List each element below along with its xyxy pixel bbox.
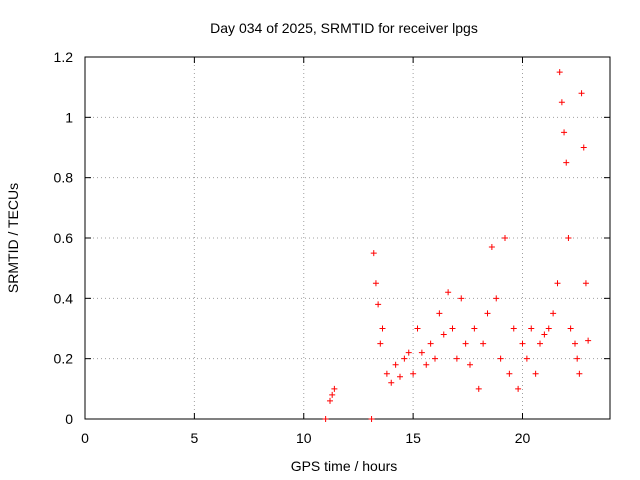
data-point: [519, 340, 526, 347]
data-point: [379, 325, 386, 332]
chart-title: Day 034 of 2025, SRMTID for receiver lpg…: [210, 20, 478, 36]
axis-ticks: 0 5 10 15 20 0 0.2 0.4 0.6 0.8 1 1.2: [54, 49, 610, 446]
data-point: [453, 355, 460, 362]
data-point: [580, 144, 587, 151]
data-point: [576, 370, 583, 377]
data-point: [582, 280, 589, 287]
data-point: [401, 355, 408, 362]
data-point: [510, 325, 517, 332]
data-point: [578, 90, 585, 97]
grid: [85, 57, 610, 419]
data-point: [462, 340, 469, 347]
data-point: [423, 361, 430, 368]
data-point: [322, 416, 329, 422]
data-point: [574, 355, 581, 362]
data-point: [329, 391, 336, 398]
x-tick-label: 15: [405, 430, 421, 446]
data-point: [585, 337, 592, 344]
data-point: [545, 325, 552, 332]
data-point: [375, 301, 382, 308]
data-point: [558, 99, 565, 106]
data-point: [497, 355, 504, 362]
data-point: [449, 325, 456, 332]
data-point: [567, 325, 574, 332]
x-tick-label: 10: [296, 430, 312, 446]
y-tick-label: 0.4: [54, 290, 74, 306]
data-point: [528, 325, 535, 332]
data-point: [377, 340, 384, 347]
data-point: [541, 331, 548, 338]
data-point: [563, 159, 570, 166]
data-point: [440, 331, 447, 338]
data-point: [554, 280, 561, 287]
data-point: [458, 295, 465, 302]
data-point: [502, 235, 508, 241]
data-point: [383, 370, 390, 377]
data-point: [445, 289, 452, 296]
data-point: [537, 340, 543, 347]
y-tick-label: 0.2: [54, 351, 74, 367]
data-point: [432, 355, 438, 362]
data-point: [475, 385, 482, 392]
data-point: [488, 244, 495, 251]
x-tick-label: 5: [190, 430, 198, 446]
data-point: [467, 361, 473, 368]
y-tick-label: 0.8: [54, 170, 74, 186]
data-point: [331, 385, 338, 392]
data-point: [372, 280, 379, 287]
data-point: [418, 349, 425, 356]
data-point: [427, 340, 434, 347]
data-point: [327, 397, 333, 404]
data-point: [572, 340, 578, 347]
data-point: [550, 310, 557, 317]
data-point: [565, 235, 572, 241]
y-tick-label: 1.2: [54, 49, 74, 65]
x-tick-label: 0: [81, 430, 89, 446]
data-point: [532, 370, 539, 377]
data-point: [515, 385, 522, 392]
y-tick-label: 1: [65, 109, 73, 125]
y-axis-label: SRMTID / TECUs: [5, 183, 21, 293]
data-point: [436, 310, 443, 317]
plot-frame: [84, 56, 611, 420]
data-point: [523, 355, 530, 362]
data-point: [370, 250, 377, 257]
data-point: [484, 310, 491, 317]
data-point: [561, 129, 568, 136]
y-tick-label: 0.6: [54, 230, 74, 246]
data-point: [392, 361, 399, 368]
data-point: [506, 370, 513, 377]
data-point: [368, 416, 375, 422]
data-point: [388, 379, 395, 386]
data-point: [397, 373, 403, 380]
data-point: [410, 370, 417, 377]
x-axis-label: GPS time / hours: [291, 458, 398, 474]
data-point: [480, 340, 487, 347]
data-point: [414, 325, 421, 332]
data-point: [556, 69, 563, 76]
data-point: [493, 295, 500, 302]
x-tick-label: 20: [515, 430, 531, 446]
data-point: [471, 325, 478, 332]
data-point: [405, 349, 412, 356]
data-points: [322, 69, 592, 422]
y-tick-label: 0: [65, 411, 73, 427]
